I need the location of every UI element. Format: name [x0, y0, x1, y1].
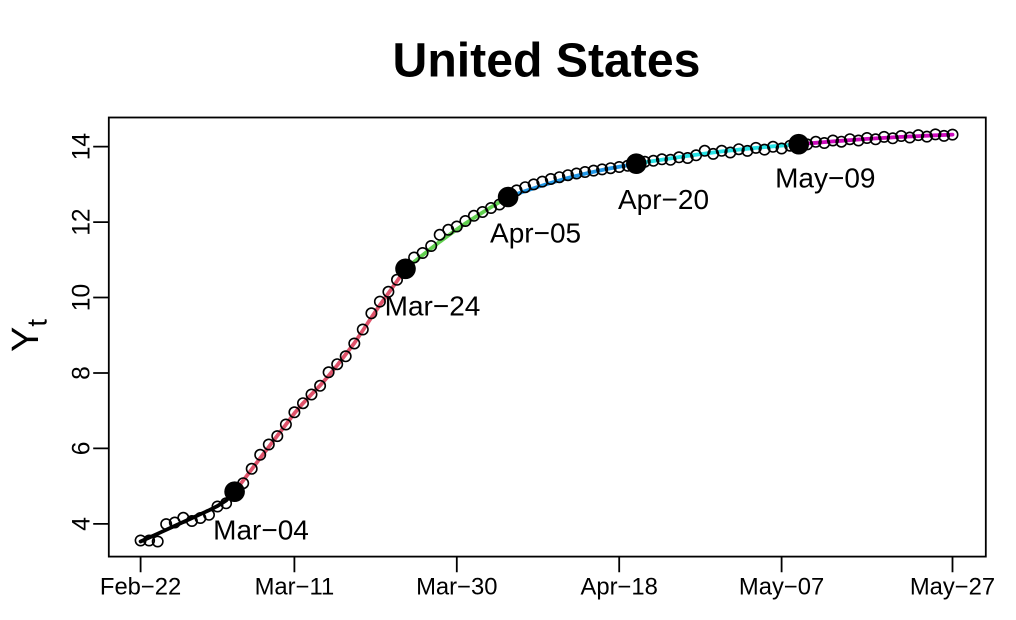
svg-text:10: 10: [69, 284, 96, 311]
svg-text:8: 8: [69, 366, 96, 380]
svg-text:United States: United States: [393, 34, 701, 88]
svg-text:Apr−18: Apr−18: [580, 574, 657, 601]
svg-text:Mar−04: Mar−04: [213, 515, 309, 546]
svg-text:Apr−05: Apr−05: [490, 218, 581, 249]
svg-text:4: 4: [69, 517, 96, 531]
svg-text:May−27: May−27: [910, 574, 995, 601]
svg-text:Feb−22: Feb−22: [100, 574, 181, 601]
svg-text:May−09: May−09: [775, 163, 875, 194]
svg-text:Apr−20: Apr−20: [618, 184, 709, 215]
svg-text:May−07: May−07: [739, 574, 824, 601]
svg-text:Mar−24: Mar−24: [385, 291, 481, 322]
svg-text:Mar−11: Mar−11: [255, 574, 335, 601]
svg-text:Mar−30: Mar−30: [416, 574, 497, 601]
svg-text:12: 12: [69, 208, 96, 235]
svg-text:6: 6: [69, 442, 96, 456]
svg-text:14: 14: [69, 133, 96, 160]
